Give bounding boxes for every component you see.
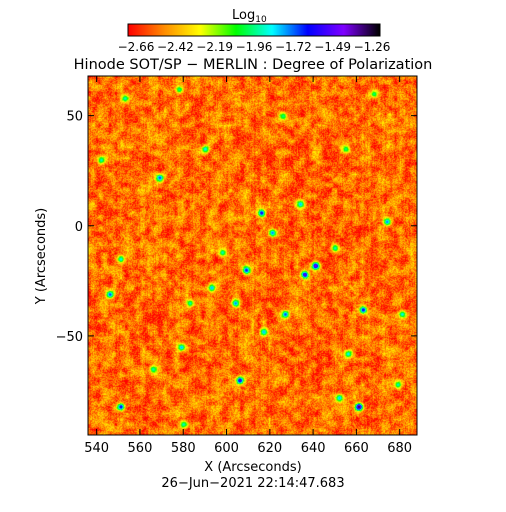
- colorbar-frame: [127, 23, 381, 37]
- y-tick-label: 50: [66, 110, 83, 125]
- colorbar-label: Log10: [232, 8, 267, 25]
- timestamp: 26−Jun−2021 22:14:47.683: [161, 476, 344, 491]
- x-tick-label: 620: [257, 441, 282, 456]
- colorbar-tick-label: −1.49: [314, 40, 351, 54]
- colorbar-tick-label: −1.72: [275, 40, 312, 54]
- x-tick-label: 660: [344, 441, 369, 456]
- x-tick-label: 600: [214, 441, 239, 456]
- x-tick-label: 680: [387, 441, 412, 456]
- y-axis-label: Y (Arcseconds): [34, 208, 49, 305]
- x-axis-ticks: 540 560 580 600 620 640 660 680: [84, 76, 412, 456]
- colorbar-tick-label: −1.96: [236, 40, 273, 54]
- polarization-map: [88, 76, 417, 435]
- colorbar-ticks: −2.66 −2.42 −2.19 −1.96 −1.72 −1.49 −1.26: [118, 40, 391, 54]
- colorbar-tick-label: −1.26: [354, 40, 391, 54]
- colorbar: [128, 24, 380, 36]
- chart-title: Hinode SOT/SP − MERLIN : Degree of Polar…: [74, 57, 433, 73]
- x-tick-label: 640: [301, 441, 326, 456]
- colorbar-tick-label: −2.42: [157, 40, 194, 54]
- y-tick-label: −50: [56, 330, 83, 345]
- colorbar-tick-label: −2.19: [196, 40, 233, 54]
- colorbar-tick-label: −2.66: [118, 40, 155, 54]
- x-tick-label: 540: [84, 441, 109, 456]
- x-axis-label: X (Arcseconds): [204, 460, 301, 475]
- y-axis-ticks: −50 0 50: [56, 110, 417, 345]
- y-tick-label: 0: [75, 220, 83, 235]
- x-tick-label: 560: [128, 441, 153, 456]
- plot-frame: [87, 75, 418, 436]
- x-tick-label: 580: [171, 441, 196, 456]
